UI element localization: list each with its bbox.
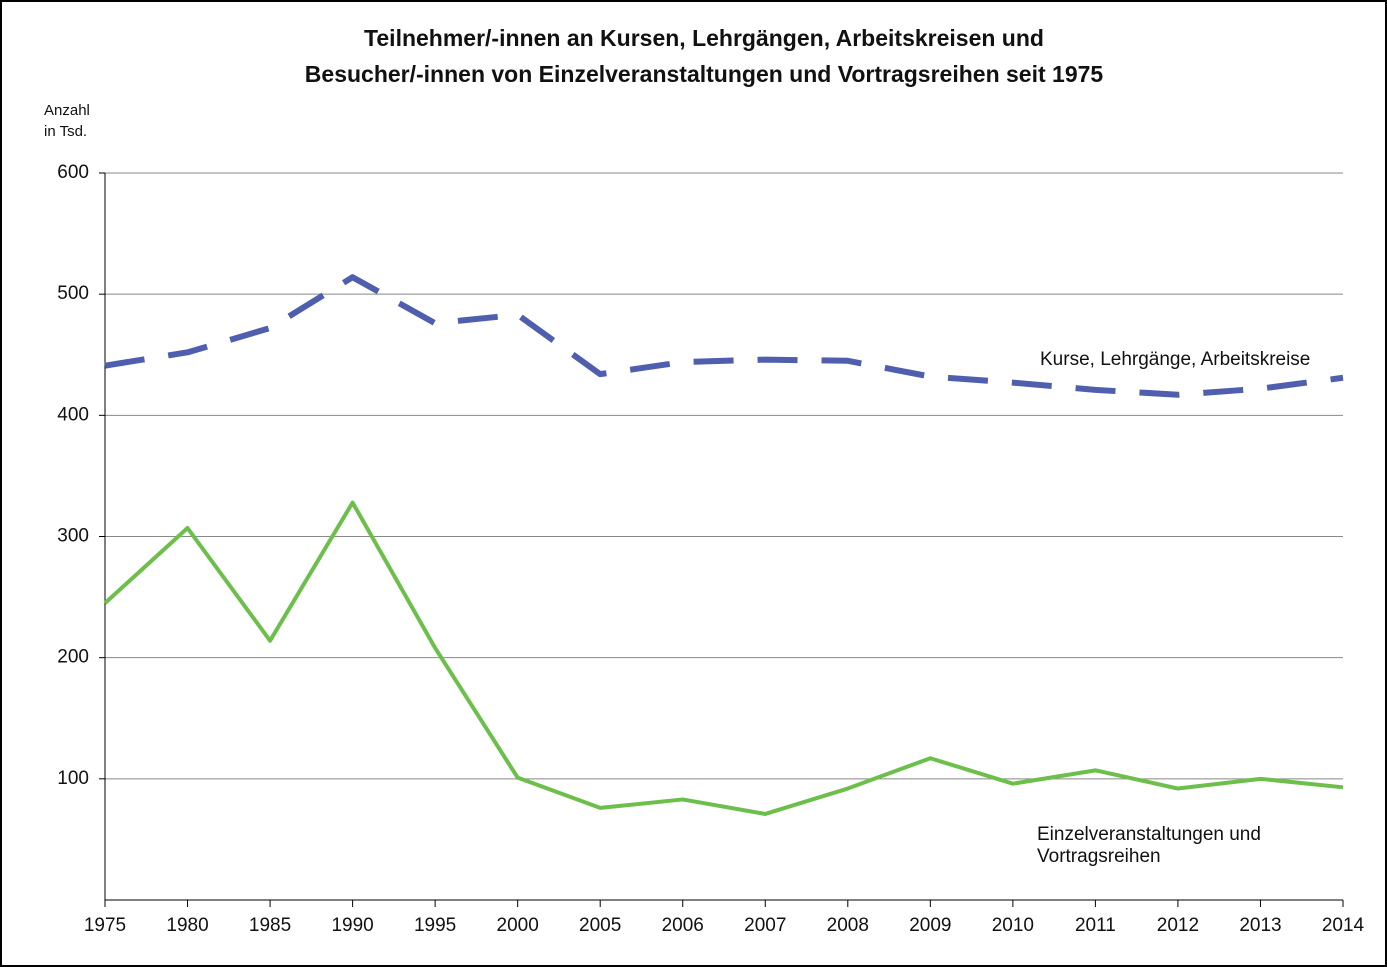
y-axis-label: in Tsd. — [44, 123, 87, 140]
x-tick-label: 2011 — [1075, 915, 1116, 936]
x-tick-label: 2012 — [1157, 915, 1199, 936]
series-label: Einzelveranstaltungen und Vortragsreihen — [1037, 824, 1261, 867]
x-tick-label: 1985 — [249, 915, 291, 936]
series-line — [104, 274, 1344, 398]
x-tick-label: 1995 — [414, 915, 456, 936]
y-tick-label: 500 — [57, 283, 89, 304]
chart-title: Besucher/-innen von Einzelveranstaltunge… — [305, 61, 1104, 87]
x-tick-label: 2000 — [497, 915, 539, 936]
y-axis-label: Anzahl — [44, 102, 90, 119]
x-tick-label: 2010 — [992, 915, 1034, 936]
y-tick-label: 600 — [57, 162, 89, 183]
series-label: Kurse, Lehrgänge, Arbeitskreise — [1040, 349, 1311, 370]
series-line — [103, 500, 1344, 816]
x-tick-label: 2008 — [827, 915, 869, 936]
x-tick-label: 2007 — [744, 915, 786, 936]
chart-title: Teilnehmer/-innen an Kursen, Lehrgängen,… — [364, 25, 1044, 51]
x-tick-label: 2006 — [662, 915, 704, 936]
x-tick-label: 1980 — [166, 915, 208, 936]
x-tick-label: 1990 — [331, 915, 373, 936]
x-tick-label: 1975 — [84, 915, 126, 936]
x-tick-label: 2009 — [909, 915, 951, 936]
y-tick-label: 100 — [57, 768, 89, 789]
x-tick-label: 2013 — [1239, 915, 1281, 936]
y-tick-label: 300 — [57, 526, 89, 547]
x-tick-label: 2005 — [579, 915, 621, 936]
x-tick-label: 2014 — [1322, 915, 1365, 936]
y-tick-label: 400 — [57, 404, 89, 425]
y-tick-label: 200 — [57, 647, 89, 668]
